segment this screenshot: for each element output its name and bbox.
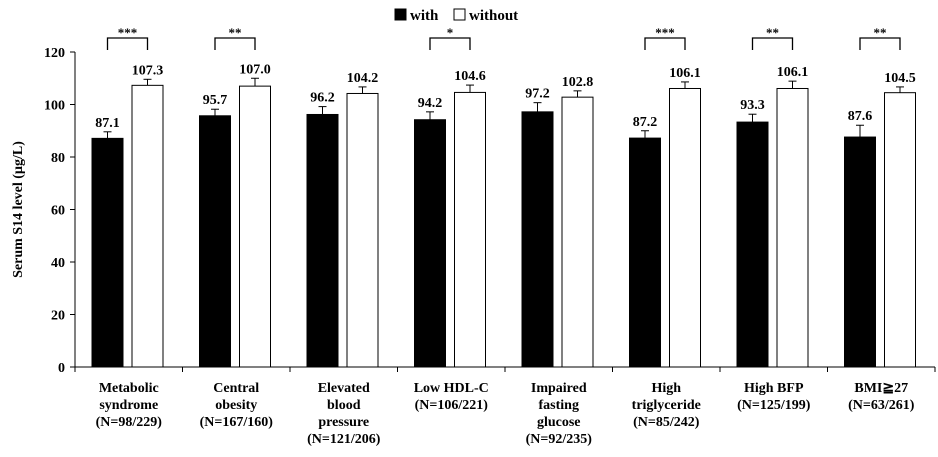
data-label: 96.2 xyxy=(310,91,335,106)
x-category-label: fasting xyxy=(539,398,579,413)
significance-bracket xyxy=(859,37,901,50)
data-label: 107.3 xyxy=(132,63,164,78)
significance-label: ** xyxy=(229,25,242,40)
bar-with xyxy=(844,136,876,368)
data-label: 104.6 xyxy=(454,69,486,84)
data-label: 94.2 xyxy=(418,96,443,111)
data-label: 106.1 xyxy=(669,66,701,81)
bar-without xyxy=(776,87,809,368)
x-category-label: blood xyxy=(327,398,361,413)
legend-label-with: with xyxy=(410,8,439,24)
x-category-label: triglyceride xyxy=(632,398,701,413)
bar-without xyxy=(239,85,271,368)
bar-without xyxy=(131,84,164,368)
legend-swatch-without xyxy=(453,8,466,21)
y-tick-label: 40 xyxy=(51,256,65,271)
bar-with xyxy=(306,113,339,368)
y-tick-label: 0 xyxy=(58,361,65,376)
legend-swatch-with xyxy=(394,8,407,21)
data-label: 93.3 xyxy=(740,98,765,113)
bar-with xyxy=(199,115,231,368)
data-label: 87.1 xyxy=(95,116,120,131)
x-category-label: Impaired xyxy=(531,381,587,396)
x-category-label: (N=63/261) xyxy=(848,398,915,413)
bar-without xyxy=(454,91,486,368)
y-tick-label: 100 xyxy=(44,99,65,114)
y-axis-title: Serum S14 level (µg/L) xyxy=(11,141,26,278)
x-category-label: (N=167/160) xyxy=(200,415,274,430)
data-label: 95.7 xyxy=(203,93,228,108)
bar-with xyxy=(521,111,554,368)
significance-bracket xyxy=(214,37,256,50)
x-category-label: Central xyxy=(213,381,259,396)
y-tick-label: 20 xyxy=(51,309,65,324)
x-category-label: High xyxy=(651,381,681,396)
bar-without xyxy=(346,92,379,368)
x-category-label: Elevated xyxy=(318,381,370,396)
significance-label: ** xyxy=(874,25,887,40)
x-category-label: (N=85/242) xyxy=(633,415,700,430)
data-label: 104.2 xyxy=(347,71,379,86)
significance-bracket xyxy=(106,37,149,50)
bar-with xyxy=(91,137,124,368)
significance-label: * xyxy=(447,25,454,40)
data-label: 102.8 xyxy=(562,75,594,90)
significance-label: *** xyxy=(655,25,675,40)
x-category-label: (N=98/229) xyxy=(96,415,163,430)
x-category-label: (N=125/199) xyxy=(737,398,811,413)
significance-bracket xyxy=(429,37,471,50)
y-tick-label: 120 xyxy=(44,46,65,61)
x-category-label: (N=92/235) xyxy=(526,432,593,447)
bar-without xyxy=(884,92,916,368)
bar-without xyxy=(561,96,594,368)
bar-with xyxy=(414,119,446,368)
bar-without xyxy=(669,87,701,368)
data-label: 87.6 xyxy=(848,109,873,124)
x-category-label: obesity xyxy=(215,398,257,413)
legend-label-without: without xyxy=(469,8,518,24)
x-category-label: BMI≧27 xyxy=(854,381,908,396)
x-category-label: pressure xyxy=(318,415,369,430)
y-tick-label: 60 xyxy=(51,204,65,219)
data-label: 104.5 xyxy=(884,71,916,86)
data-label: 106.1 xyxy=(777,65,809,80)
bar-with xyxy=(736,121,769,368)
x-category-label: High BFP xyxy=(744,381,804,396)
significance-bracket xyxy=(751,37,794,50)
x-category-label: (N=121/206) xyxy=(307,432,381,447)
significance-label: ** xyxy=(766,25,779,40)
data-label: 107.0 xyxy=(239,62,271,77)
data-label: 87.2 xyxy=(633,115,658,130)
significance-label: *** xyxy=(118,25,138,40)
x-category-label: syndrome xyxy=(99,398,158,413)
significance-bracket xyxy=(644,37,686,50)
x-category-label: Metabolic xyxy=(99,381,159,396)
data-label: 97.2 xyxy=(525,87,550,102)
bar-with xyxy=(629,137,661,368)
y-tick-label: 80 xyxy=(51,151,65,166)
x-category-label: glucose xyxy=(537,415,581,430)
x-category-label: Low HDL-C xyxy=(414,381,489,396)
x-category-label: (N=106/221) xyxy=(415,398,489,413)
